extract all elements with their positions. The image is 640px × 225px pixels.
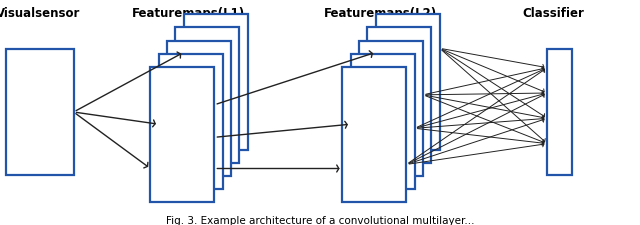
Text: Featuremaps(L1): Featuremaps(L1): [132, 7, 245, 20]
Text: Classifier: Classifier: [523, 7, 584, 20]
Bar: [351, 54, 415, 189]
Bar: [175, 28, 239, 163]
Bar: [547, 50, 572, 176]
Bar: [367, 28, 431, 163]
Text: Fig. 3. Example architecture of a convolutional multilayer...: Fig. 3. Example architecture of a convol…: [166, 215, 474, 225]
Bar: [184, 15, 248, 150]
Text: Visualsensor: Visualsensor: [0, 7, 81, 20]
Bar: [342, 68, 406, 203]
Bar: [6, 50, 74, 176]
Bar: [376, 15, 440, 150]
Bar: [167, 41, 231, 176]
Text: Featuremaps(L2): Featuremaps(L2): [324, 7, 437, 20]
Bar: [359, 41, 423, 176]
Bar: [159, 54, 223, 189]
Bar: [150, 68, 214, 203]
